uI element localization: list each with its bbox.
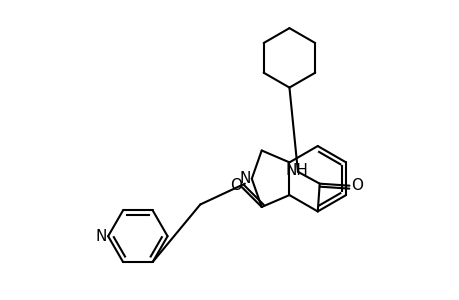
Text: N: N — [239, 171, 250, 186]
Text: NH: NH — [285, 163, 308, 178]
Text: O: O — [351, 178, 363, 193]
Text: N: N — [95, 229, 106, 244]
Text: O: O — [230, 178, 241, 193]
